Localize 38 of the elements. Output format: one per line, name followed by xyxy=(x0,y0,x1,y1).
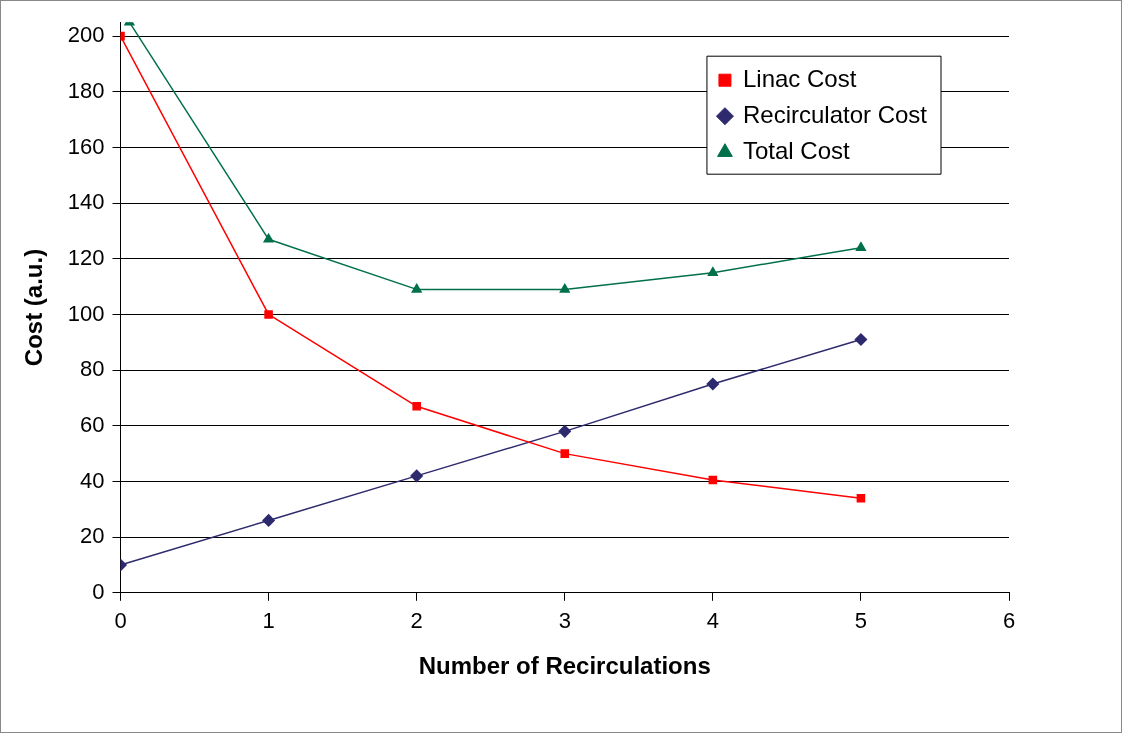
legend-label: Total Cost xyxy=(742,136,850,164)
y-tick-label: 140 xyxy=(67,189,105,215)
x-tick-label: 1 xyxy=(262,608,275,634)
y-tick-label: 80 xyxy=(80,356,105,382)
point xyxy=(854,333,868,346)
y-tick-label: 20 xyxy=(80,523,105,549)
y-axis-title: Cost (a.u.) xyxy=(20,248,48,367)
y-tick-label: 0 xyxy=(92,578,105,604)
y-tick-label: 200 xyxy=(67,22,105,48)
point xyxy=(856,493,866,503)
point xyxy=(264,310,273,319)
y-tick-label: 100 xyxy=(67,300,105,326)
point xyxy=(411,283,422,293)
x-tick-label: 6 xyxy=(1002,608,1016,634)
point xyxy=(560,449,570,458)
x-tick-label: 4 xyxy=(706,608,719,634)
x-tick-label: 3 xyxy=(558,608,571,634)
point xyxy=(707,266,718,276)
x-tick-label: 2 xyxy=(410,608,423,634)
point xyxy=(708,475,718,485)
y-tick-label: 180 xyxy=(67,77,105,103)
point xyxy=(706,377,720,391)
legend-label: Recirculator Cost xyxy=(742,100,928,128)
point xyxy=(410,469,423,483)
point xyxy=(559,283,570,293)
x-axis-title: Number of Recirculations xyxy=(418,652,711,680)
y-tick-label: 160 xyxy=(67,133,105,159)
point xyxy=(263,233,274,243)
point xyxy=(412,402,421,411)
x-tick-label: 5 xyxy=(854,608,868,634)
y-tick-label: 60 xyxy=(80,411,105,437)
y-tick-label: 40 xyxy=(80,467,105,493)
y-tick-label: 120 xyxy=(67,244,105,270)
x-tick-label: 0 xyxy=(114,608,127,634)
point xyxy=(855,241,866,251)
point xyxy=(558,425,571,438)
legend-label: Linac Cost xyxy=(742,64,857,92)
point xyxy=(262,514,275,527)
